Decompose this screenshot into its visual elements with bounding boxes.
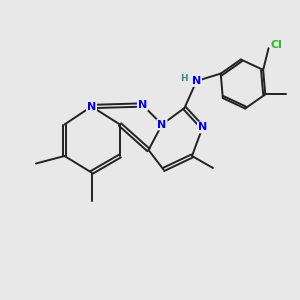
Text: N: N <box>87 101 96 112</box>
Text: N: N <box>138 100 147 110</box>
Text: N: N <box>192 76 201 86</box>
Text: H: H <box>180 74 188 83</box>
Text: Cl: Cl <box>270 40 282 50</box>
Text: N: N <box>158 119 166 130</box>
Text: N: N <box>198 122 207 133</box>
